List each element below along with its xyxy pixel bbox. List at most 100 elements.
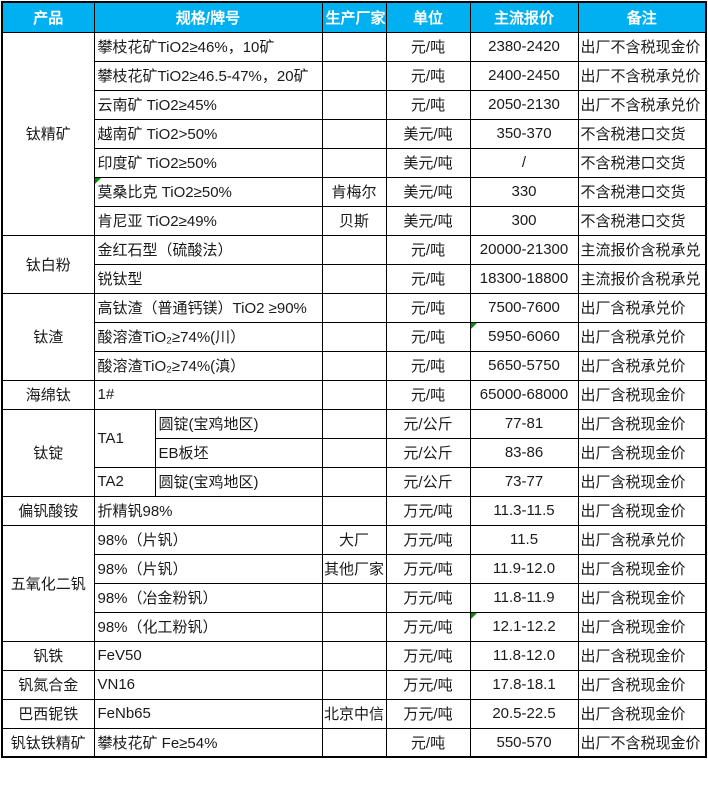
product-group-cell: 钒钛铁精矿	[1, 727, 95, 758]
note-cell: 出厂不含税承兑价	[577, 89, 707, 120]
spec-cell: 锐钛型	[93, 263, 323, 294]
table-row: 钒钛铁精矿 攀枝花矿 Fe≥54% 元/吨 550-570 出厂不含税现金价	[1, 727, 707, 758]
note-cell: 主流报价含税承兑	[577, 234, 707, 265]
unit-cell: 万元/吨	[385, 495, 471, 526]
price-cell: 17.8-18.1	[469, 669, 579, 700]
manufacturer-cell	[321, 31, 387, 62]
note-cell: 主流报价含税承兑	[577, 263, 707, 294]
note-cell: 出厂含税现金价	[577, 437, 707, 468]
table-row: 钛渣 高钛渣（普通钙镁）TiO2 ≥90% 元/吨 7500-7600 出厂含税…	[1, 292, 707, 381]
col-header-unit: 单位	[385, 1, 471, 33]
product-group-cell: 钛锭	[1, 408, 95, 497]
note-cell: 不含税港口交货	[577, 205, 707, 236]
price-cell: 11.8-12.0	[469, 640, 579, 671]
unit-cell: 元/公斤	[385, 408, 471, 439]
grade-cell: TA1	[93, 408, 156, 468]
manufacturer-cell: 大厂	[321, 524, 387, 555]
price-cell: 5950-6060	[469, 321, 579, 352]
unit-cell: 元/吨	[385, 379, 471, 410]
spec-cell: 攀枝花矿TiO2≥46%，10矿	[93, 31, 323, 62]
col-header-price: 主流报价	[469, 1, 579, 33]
spec-cell: 98%（片钒）	[93, 553, 323, 584]
price-text: 5950-6060	[488, 328, 560, 345]
commodity-price-table: 产品 规格/牌号 生产厂家 单位 主流报价 备注 钛精矿 攀枝花矿TiO2≥46…	[1, 1, 708, 758]
manufacturer-cell	[321, 118, 387, 149]
unit-cell: 美元/吨	[385, 147, 471, 178]
price-cell: 20000-21300	[469, 234, 579, 265]
unit-cell: 元/吨	[385, 292, 471, 323]
table-row: 钒铁 FeV50 万元/吨 11.8-12.0 出厂含税现金价	[1, 640, 707, 671]
manufacturer-cell: 肯梅尔	[321, 176, 387, 207]
col-header-product: 产品	[1, 1, 95, 33]
spec-text: 莫桑比克 TiO2≥50%	[97, 184, 232, 201]
unit-cell: 元/吨	[385, 234, 471, 265]
table-row: 印度矿 TiO2≥50% 美元/吨 / 不含税港口交货	[2, 147, 707, 178]
spec-cell: FeNb65	[93, 698, 323, 729]
product-group-cell: 五氧化二钒	[1, 524, 95, 642]
price-cell: 12.1-12.2	[469, 611, 579, 642]
manufacturer-cell	[321, 669, 387, 700]
unit-cell: 美元/吨	[385, 118, 471, 149]
price-cell: 65000-68000	[469, 379, 579, 410]
spec-cell: 越南矿 TiO2>50%	[93, 118, 323, 149]
manufacturer-cell	[321, 147, 387, 178]
manufacturer-cell: 贝斯	[321, 205, 387, 236]
spec-cell: 圆锭(宝鸡地区)	[154, 408, 323, 439]
table-row: 锐钛型 元/吨 18300-18800 主流报价含税承兑	[2, 263, 707, 294]
manufacturer-cell	[321, 582, 387, 613]
manufacturer-cell	[321, 408, 387, 439]
note-cell: 出厂不含税现金价	[577, 727, 707, 758]
note-cell: 出厂含税承兑价	[577, 524, 707, 555]
note-cell: 不含税港口交货	[577, 118, 707, 149]
grade-cell: TA2	[93, 466, 156, 497]
manufacturer-cell	[321, 292, 387, 323]
unit-cell: 万元/吨	[385, 582, 471, 613]
price-cell: 11.9-12.0	[469, 553, 579, 584]
spec-cell: 98%（化工粉钒）	[93, 611, 323, 642]
note-cell: 不含税港口交货	[577, 147, 707, 178]
unit-cell: 元/吨	[385, 263, 471, 294]
spec-cell: 98%（片钒）	[93, 524, 323, 555]
spec-cell: 金红石型（硫酸法）	[93, 234, 323, 265]
table-row: 98%（化工粉钒） 万元/吨 12.1-12.2 出厂含税现金价	[2, 611, 707, 642]
table-row: 五氧化二钒 98%（片钒） 大厂 万元/吨 11.5 出厂含税承兑价	[1, 524, 707, 642]
unit-cell: 美元/吨	[385, 176, 471, 207]
table-row: 钛白粉 金红石型（硫酸法） 元/吨 20000-21300 主流报价含税承兑	[1, 234, 707, 294]
note-cell: 出厂含税现金价	[577, 379, 707, 410]
unit-cell: 万元/吨	[385, 611, 471, 642]
table-row: TA2 圆锭(宝鸡地区) 元/公斤 73-77 出厂含税现金价	[2, 466, 707, 497]
note-cell: 出厂含税承兑价	[577, 292, 707, 323]
spec-cell: 高钛渣（普通钙镁）TiO2 ≥90%	[93, 292, 323, 323]
unit-cell: 元/吨	[385, 60, 471, 91]
table-row: 海绵钛 1# 元/吨 65000-68000 出厂含税现金价	[1, 379, 707, 410]
price-cell: 330	[469, 176, 579, 207]
table-row: 攀枝花矿TiO2≥46.5-47%，20矿 元/吨 2400-2450 出厂不含…	[2, 60, 707, 91]
spec-cell: 98%（冶金粉钒）	[93, 582, 323, 613]
table-row: 酸溶渣TiO₂≥74%(滇） 元/吨 5650-5750 出厂含税承兑价	[2, 350, 707, 381]
note-cell: 出厂含税现金价	[577, 553, 707, 584]
price-cell: 2400-2450	[469, 60, 579, 91]
comment-marker-icon	[95, 178, 101, 184]
note-cell: 出厂含税现金价	[577, 582, 707, 613]
manufacturer-cell	[321, 321, 387, 352]
note-cell: 不含税港口交货	[577, 176, 707, 207]
manufacturer-cell	[321, 263, 387, 294]
table-row: 越南矿 TiO2>50% 美元/吨 350-370 不含税港口交货	[2, 118, 707, 149]
table-row: 酸溶渣TiO₂≥74%(川） 元/吨 5950-6060 出厂含税承兑价	[2, 321, 707, 352]
unit-cell: 美元/吨	[385, 205, 471, 236]
note-cell: 出厂不含税现金价	[577, 31, 707, 62]
spec-cell: FeV50	[93, 640, 323, 671]
unit-cell: 元/吨	[385, 321, 471, 352]
note-cell: 出厂含税承兑价	[577, 350, 707, 381]
manufacturer-cell	[321, 234, 387, 265]
manufacturer-cell	[321, 466, 387, 497]
unit-cell: 元/吨	[385, 31, 471, 62]
unit-cell: 万元/吨	[385, 553, 471, 584]
unit-cell: 万元/吨	[385, 640, 471, 671]
price-cell: 300	[469, 205, 579, 236]
manufacturer-cell: 其他厂家	[321, 553, 387, 584]
price-cell: 11.3-11.5	[469, 495, 579, 526]
manufacturer-cell	[321, 379, 387, 410]
comment-marker-icon	[471, 323, 477, 329]
table-row: 钛精矿 攀枝花矿TiO2≥46%，10矿 元/吨 2380-2420 出厂不含税…	[1, 31, 707, 236]
